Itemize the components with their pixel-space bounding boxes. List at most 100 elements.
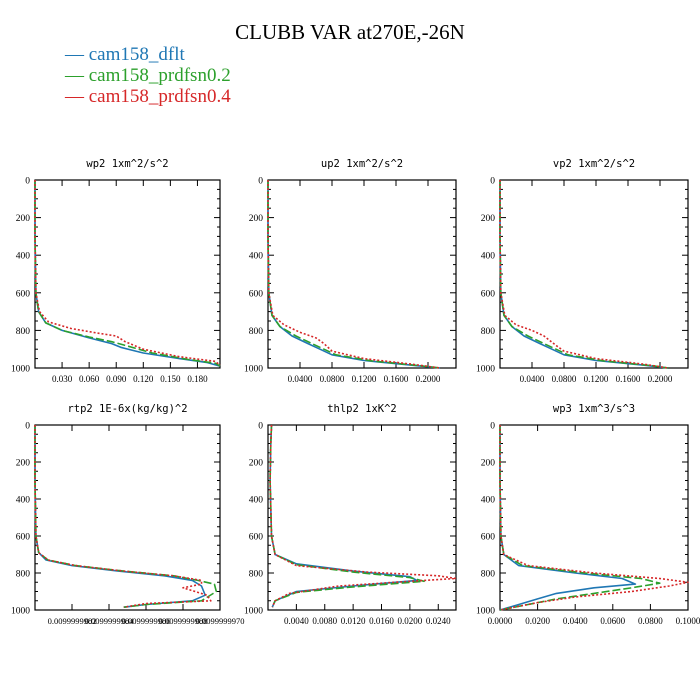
x-tick-label: 0.060 bbox=[79, 374, 100, 384]
series-line-2 bbox=[499, 425, 661, 611]
plot-frame bbox=[34, 179, 221, 369]
x-tick-label: 0.0400 bbox=[288, 374, 313, 384]
y-tick-label: 400 bbox=[481, 496, 496, 506]
x-tick-label: 0.1200 bbox=[584, 374, 609, 384]
y-tick-label: 0 bbox=[25, 422, 30, 432]
plot-frame bbox=[267, 424, 457, 611]
y-tick-label: 200 bbox=[249, 214, 264, 224]
y-tick-label: 0 bbox=[25, 177, 30, 187]
y-tick-label: 600 bbox=[249, 533, 264, 543]
x-tick-label: 0.1600 bbox=[616, 374, 641, 384]
y-tick-label: 0 bbox=[490, 422, 495, 432]
panel-2: up2 1xm^2/s^2 0 200 400 600 800 1000 0.0400 0.08… bbox=[244, 158, 457, 384]
legend-entry-prdfsn0-4: — cam158_prdfsn0.4 bbox=[65, 86, 231, 108]
x-tick-label: 0.0099999970 bbox=[196, 616, 245, 626]
panel-4: rtp2 1E-6x(kg/kg)^2 0 200 400 600 800 1000 0.00… bbox=[11, 403, 244, 626]
y-tick-label: 200 bbox=[481, 459, 496, 469]
x-tick-label: 0.0120 bbox=[341, 616, 366, 626]
x-tick-label: 0.0800 bbox=[638, 616, 663, 626]
y-tick-label: 400 bbox=[16, 496, 31, 506]
x-tick-label: 0.120 bbox=[133, 374, 154, 384]
series-line-2 bbox=[34, 180, 221, 367]
legend-line-icon: — bbox=[65, 65, 84, 86]
y-tick-label: 400 bbox=[249, 252, 264, 262]
x-tick-label: 0.0400 bbox=[520, 374, 545, 384]
x-tick-label: 0.1200 bbox=[352, 374, 377, 384]
y-tick-label: 800 bbox=[249, 327, 264, 337]
x-tick-label: 0.0099999984 bbox=[85, 616, 135, 626]
y-tick-label: 1000 bbox=[476, 365, 495, 375]
y-tick-label: 0 bbox=[258, 422, 263, 432]
y-tick-label: 800 bbox=[481, 570, 496, 580]
series-line-2 bbox=[267, 180, 441, 369]
legend-entry-prdfsn0-2: — cam158_prdfsn0.2 bbox=[65, 65, 231, 87]
legend-line-icon: — bbox=[65, 44, 84, 65]
series-line-1 bbox=[269, 424, 418, 608]
x-tick-label: 0.180 bbox=[187, 374, 208, 384]
series-line-2 bbox=[269, 424, 425, 608]
plot-frame bbox=[34, 424, 221, 611]
panel-1: wp2 1xm^2/s^2 0 200 400 600 800 1000 0.030 0.060… bbox=[11, 158, 221, 384]
page-title: CLUBB VAR at270E,-26N bbox=[235, 20, 465, 44]
x-tick-label: 0.0040 bbox=[284, 616, 309, 626]
y-tick-label: 400 bbox=[481, 252, 496, 262]
series-line-1 bbox=[499, 180, 669, 369]
y-tick-label: 1000 bbox=[244, 365, 263, 375]
x-tick-label: 0.0200 bbox=[525, 616, 550, 626]
series-line-3 bbox=[34, 425, 212, 608]
series-line-3 bbox=[267, 180, 441, 369]
x-tick-label: 0.090 bbox=[106, 374, 127, 384]
y-tick-label: 600 bbox=[16, 289, 31, 299]
x-tick-label: 0.0400 bbox=[563, 616, 588, 626]
x-tick-label: 0.0800 bbox=[552, 374, 577, 384]
x-tick-label: 0.0099999982 bbox=[48, 616, 97, 626]
legend-line-icon: — bbox=[65, 86, 84, 107]
series-line-1 bbox=[34, 180, 221, 367]
x-tick-label: 0.1600 bbox=[384, 374, 409, 384]
y-tick-label: 200 bbox=[16, 214, 31, 224]
legend-entry-dflt: — cam158_dflt bbox=[65, 44, 185, 66]
x-tick-label: 0.0099999986 bbox=[122, 616, 171, 626]
y-tick-label: 1000 bbox=[11, 607, 30, 617]
panel-title: thlp2 1xK^2 bbox=[327, 403, 397, 415]
y-tick-label: 1000 bbox=[476, 607, 495, 617]
plot-frame bbox=[499, 179, 689, 369]
panel-title: wp3 1xm^3/s^3 bbox=[553, 403, 635, 415]
panel-title: wp2 1xm^2/s^2 bbox=[86, 158, 168, 170]
plot-frame bbox=[267, 179, 457, 369]
x-tick-label: 0.030 bbox=[52, 374, 73, 384]
x-tick-label: 0.150 bbox=[160, 374, 181, 384]
y-tick-label: 200 bbox=[481, 214, 496, 224]
y-tick-label: 800 bbox=[16, 570, 31, 580]
y-tick-label: 800 bbox=[16, 327, 31, 337]
series-line-2 bbox=[499, 180, 669, 369]
y-tick-label: 800 bbox=[481, 327, 496, 337]
y-tick-label: 600 bbox=[481, 289, 496, 299]
y-tick-label: 0 bbox=[258, 177, 263, 187]
y-tick-label: 1000 bbox=[244, 607, 263, 617]
x-tick-label: 0.0099999988 bbox=[159, 616, 208, 626]
x-tick-label: 0.0000 bbox=[488, 616, 513, 626]
series-line-1 bbox=[267, 180, 441, 369]
legend-label: cam158_prdfsn0.2 bbox=[88, 65, 231, 86]
plot-frame bbox=[499, 424, 689, 611]
x-tick-label: 0.0800 bbox=[320, 374, 345, 384]
y-tick-label: 0 bbox=[490, 177, 495, 187]
series-line-3 bbox=[499, 180, 669, 369]
x-tick-label: 0.0080 bbox=[312, 616, 337, 626]
x-tick-label: 0.0200 bbox=[398, 616, 423, 626]
panel-5: thlp2 1xK^2 0 200 400 600 800 1000 0.0040 0.0080… bbox=[244, 403, 457, 626]
y-tick-label: 200 bbox=[249, 459, 264, 469]
series-line-3 bbox=[499, 425, 689, 611]
y-tick-label: 600 bbox=[249, 289, 264, 299]
y-tick-label: 200 bbox=[16, 459, 31, 469]
y-tick-label: 400 bbox=[249, 496, 264, 506]
series-line-1 bbox=[499, 425, 637, 611]
x-tick-label: 0.0160 bbox=[369, 616, 394, 626]
y-tick-label: 600 bbox=[481, 533, 496, 543]
x-tick-label: 0.2000 bbox=[416, 374, 441, 384]
x-tick-label: 0.0240 bbox=[426, 616, 451, 626]
panel-title: vp2 1xm^2/s^2 bbox=[553, 158, 635, 170]
series-line-3 bbox=[269, 424, 457, 608]
